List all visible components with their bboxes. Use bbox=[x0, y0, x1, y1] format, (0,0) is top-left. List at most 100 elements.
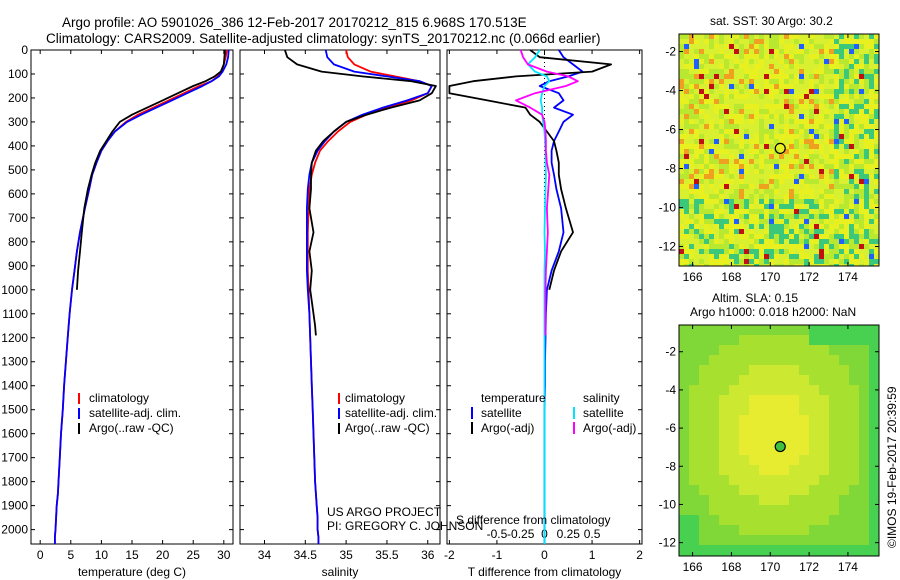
map-cell bbox=[769, 415, 779, 425]
map-cell bbox=[829, 54, 834, 59]
map-cell bbox=[764, 144, 769, 149]
map-cell bbox=[729, 129, 734, 134]
map-cell bbox=[839, 94, 844, 99]
map-cell bbox=[704, 224, 709, 229]
map-cell bbox=[849, 99, 854, 104]
map-cell bbox=[769, 495, 779, 505]
map-cell bbox=[799, 249, 804, 254]
map-cell bbox=[869, 264, 874, 266]
map-cell bbox=[814, 169, 819, 174]
map-cell bbox=[699, 525, 709, 535]
map-cell bbox=[799, 345, 809, 355]
map-cell bbox=[854, 119, 859, 124]
map-cell bbox=[749, 89, 754, 94]
map-cell bbox=[774, 59, 779, 64]
map-cell bbox=[829, 154, 834, 159]
map-cell bbox=[719, 365, 729, 375]
map-cell bbox=[744, 194, 749, 199]
map-cell bbox=[859, 259, 864, 264]
map-cell bbox=[719, 74, 724, 79]
map-cell bbox=[699, 259, 704, 264]
map-cell bbox=[769, 325, 779, 335]
map-cell bbox=[739, 219, 744, 224]
map-cell bbox=[829, 94, 834, 99]
map-cell bbox=[859, 134, 864, 139]
map-cell bbox=[759, 405, 769, 415]
map-cell bbox=[759, 194, 764, 199]
map-cell bbox=[689, 249, 694, 254]
map-cell bbox=[804, 64, 809, 69]
map-cell bbox=[754, 94, 759, 99]
map-cell bbox=[839, 179, 844, 184]
map-cell bbox=[839, 139, 844, 144]
map-cell bbox=[739, 445, 749, 455]
map-cell bbox=[739, 109, 744, 114]
map-cell bbox=[804, 174, 809, 179]
map-cell bbox=[749, 515, 759, 525]
map-cell bbox=[724, 224, 729, 229]
map-cell bbox=[799, 104, 804, 109]
map-cell bbox=[764, 244, 769, 249]
map-cell bbox=[854, 54, 859, 59]
map-cell bbox=[734, 159, 739, 164]
map-cell bbox=[859, 119, 864, 124]
map-cell bbox=[749, 535, 759, 545]
map-cell bbox=[864, 74, 869, 79]
map-cell bbox=[679, 34, 684, 39]
map-cell bbox=[874, 149, 879, 154]
map-cell bbox=[774, 64, 779, 69]
map-cell bbox=[779, 345, 789, 355]
map-cell bbox=[809, 49, 814, 54]
map-cell bbox=[764, 214, 769, 219]
map-cell bbox=[804, 69, 809, 74]
map-cell bbox=[704, 79, 709, 84]
map-cell bbox=[874, 219, 879, 224]
map-cell bbox=[784, 114, 789, 119]
map-cell bbox=[824, 104, 829, 109]
map-cell bbox=[744, 124, 749, 129]
map-cell bbox=[869, 69, 874, 74]
map-cell bbox=[834, 69, 839, 74]
map-cell bbox=[819, 264, 824, 266]
map-cell bbox=[799, 234, 804, 239]
map-cell bbox=[759, 219, 764, 224]
map-cell bbox=[854, 124, 859, 129]
map-cell bbox=[769, 214, 774, 219]
map-cell bbox=[749, 385, 759, 395]
map-cell bbox=[869, 425, 879, 435]
map-cell bbox=[859, 59, 864, 64]
map-cell bbox=[729, 69, 734, 74]
map-cell bbox=[719, 535, 729, 545]
map-cell bbox=[764, 249, 769, 254]
map-cell bbox=[744, 69, 749, 74]
map-cell bbox=[819, 249, 824, 254]
map-cell bbox=[849, 259, 854, 264]
map-cell bbox=[814, 174, 819, 179]
map-cell bbox=[864, 119, 869, 124]
map-cell bbox=[729, 79, 734, 84]
map-cell bbox=[694, 149, 699, 154]
map-cell bbox=[754, 259, 759, 264]
map-cell bbox=[714, 134, 719, 139]
map-cell bbox=[809, 224, 814, 229]
map-cell bbox=[829, 425, 839, 435]
map-cell bbox=[684, 214, 689, 219]
map-cell bbox=[809, 335, 819, 345]
map-cell bbox=[719, 385, 729, 395]
map-cell bbox=[849, 229, 854, 234]
map-cell bbox=[859, 385, 869, 395]
map-cell bbox=[814, 149, 819, 154]
map-cell bbox=[814, 109, 819, 114]
map-cell bbox=[699, 435, 709, 445]
map-cell bbox=[694, 39, 699, 44]
map-cell bbox=[824, 244, 829, 249]
map-cell bbox=[699, 189, 704, 194]
map-cell bbox=[764, 119, 769, 124]
map-cell bbox=[779, 34, 784, 39]
map-cell bbox=[699, 59, 704, 64]
map-cell bbox=[759, 94, 764, 99]
map-cell bbox=[754, 224, 759, 229]
map-cell bbox=[849, 375, 859, 385]
map-cell bbox=[869, 214, 874, 219]
map-cell bbox=[679, 39, 684, 44]
